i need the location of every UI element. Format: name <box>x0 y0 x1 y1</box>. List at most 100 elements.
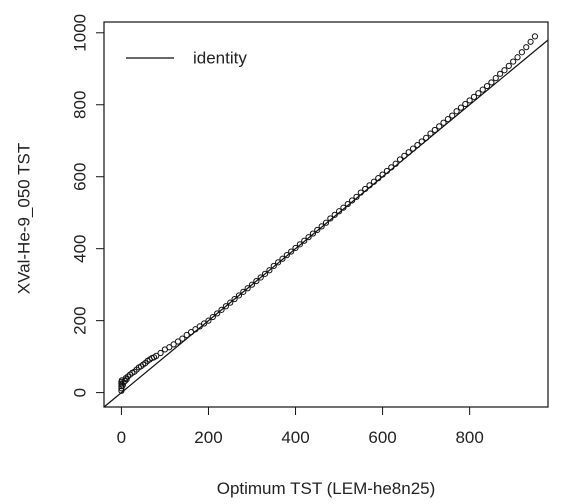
data-point <box>423 134 430 141</box>
legend-label: identity <box>193 49 247 68</box>
data-point <box>240 288 247 295</box>
data-point <box>187 329 195 336</box>
x-tick-label: 200 <box>194 428 222 447</box>
data-point <box>379 171 386 178</box>
data-point <box>523 44 530 51</box>
data-point <box>153 352 160 360</box>
data-point <box>518 49 525 56</box>
data-point <box>409 145 417 152</box>
data-point <box>457 104 465 111</box>
data-point <box>201 320 208 327</box>
data-point <box>270 262 277 270</box>
data-point <box>497 70 504 77</box>
data-point <box>466 97 473 104</box>
data-point <box>436 123 443 130</box>
data-point <box>222 303 229 310</box>
data-point <box>488 79 495 86</box>
data-point <box>475 90 482 97</box>
y-tick-label: 400 <box>71 234 90 262</box>
y-tick-label: 200 <box>71 306 90 334</box>
y-tick-label: 1000 <box>71 14 90 52</box>
data-point <box>479 86 486 93</box>
data-point <box>214 310 221 317</box>
data-point <box>335 208 343 215</box>
data-point <box>392 160 399 167</box>
data-point <box>244 285 251 292</box>
data-point <box>353 193 360 200</box>
data-point <box>257 274 264 281</box>
data-point <box>449 112 456 119</box>
data-point <box>501 67 508 74</box>
data-point <box>288 248 295 255</box>
data-point <box>157 349 164 357</box>
x-axis: 0 200 400 600 800 <box>117 406 484 447</box>
data-point <box>401 152 408 159</box>
data-point <box>196 323 203 330</box>
data-point <box>331 211 338 218</box>
data-point <box>118 385 125 392</box>
data-point <box>253 277 260 285</box>
data-point <box>314 226 321 234</box>
data-point <box>205 317 212 324</box>
data-point <box>366 182 373 189</box>
reference-line-group <box>103 39 549 408</box>
data-point <box>396 156 404 163</box>
data-point <box>388 164 395 171</box>
x-tick-label: 400 <box>281 428 309 447</box>
data-point <box>340 204 347 211</box>
data-point <box>235 292 243 299</box>
data-point <box>209 313 216 321</box>
data-point <box>296 241 303 248</box>
data-point <box>275 259 282 266</box>
data-point <box>414 141 421 149</box>
data-point <box>227 299 234 306</box>
data-point <box>418 138 425 145</box>
data-point <box>327 215 334 222</box>
data-point <box>383 167 391 175</box>
data-point <box>505 62 512 69</box>
data-point <box>318 223 325 230</box>
data-point <box>370 178 377 185</box>
data-point <box>231 295 238 303</box>
data-point <box>292 244 299 252</box>
data-point <box>405 149 412 156</box>
data-point <box>470 93 478 100</box>
x-tick-label: 800 <box>455 428 483 447</box>
y-tick-label: 800 <box>71 91 90 119</box>
data-point <box>179 335 186 342</box>
x-tick-label: 600 <box>368 428 396 447</box>
data-point <box>344 200 351 208</box>
data-point <box>322 219 330 226</box>
data-point <box>375 175 382 182</box>
data-point <box>462 100 469 108</box>
data-point <box>349 197 356 204</box>
x-axis-label: Optimum TST (LEM-he8n25) <box>217 479 436 498</box>
data-point <box>183 331 190 339</box>
data-point <box>192 326 199 333</box>
data-point <box>283 252 290 259</box>
data-point <box>166 344 173 351</box>
data-point <box>174 338 182 345</box>
points-group <box>118 33 539 394</box>
data-point <box>261 270 269 277</box>
data-point <box>123 376 130 383</box>
identity-line <box>103 39 549 408</box>
y-axis-label: XVal-He-9_050 TST <box>15 143 34 295</box>
data-point <box>440 119 447 126</box>
data-point <box>248 281 256 288</box>
y-axis: 0 200 400 600 800 1000 <box>71 14 105 397</box>
data-point <box>362 185 369 193</box>
data-point <box>444 116 451 123</box>
y-tick-label: 600 <box>71 163 90 191</box>
data-point <box>218 306 225 313</box>
data-point <box>431 126 438 134</box>
data-point <box>427 130 434 137</box>
legend: identity <box>126 49 247 68</box>
data-point <box>492 75 499 82</box>
data-point <box>453 108 460 115</box>
data-point <box>279 255 286 262</box>
data-point <box>170 341 177 348</box>
x-tick-label: 0 <box>117 428 126 447</box>
data-point <box>510 58 517 65</box>
